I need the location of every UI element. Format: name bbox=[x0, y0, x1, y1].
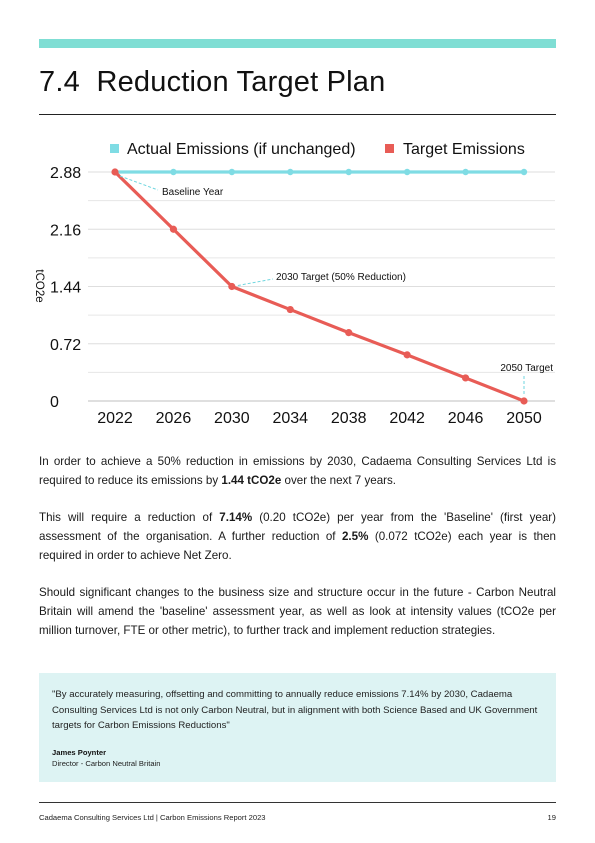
legend-swatch bbox=[110, 144, 119, 153]
y-axis-ticks: 0 0.72 1.44 2.16 2.88 bbox=[50, 165, 81, 411]
chart-series bbox=[111, 168, 528, 405]
data-point bbox=[403, 351, 411, 359]
annotation-label: 2050 Target bbox=[500, 363, 553, 374]
title-divider bbox=[39, 114, 556, 115]
x-tick-label: 2038 bbox=[331, 410, 367, 427]
data-point bbox=[286, 305, 294, 314]
p1-text-a: In order to achieve a 50% reduction in e… bbox=[39, 455, 556, 487]
x-tick-label: 2046 bbox=[448, 410, 484, 427]
footer-text: Cadaema Consulting Services Ltd | Carbon… bbox=[39, 813, 266, 822]
reduction-chart: 00.721.442.162.88 2022 2026 2030 2034 2038 20… bbox=[33, 141, 555, 427]
chart-annotations: Baseline Year 2030 Target (50% Reduction)… bbox=[119, 175, 553, 395]
x-tick-label: 2042 bbox=[389, 410, 425, 427]
annotation-leader bbox=[119, 175, 159, 191]
annotation-label: Baseline Year bbox=[162, 187, 224, 198]
x-axis-ticks: 2022 2026 2030 2034 2038 2042 2046 2050 bbox=[97, 410, 542, 427]
legend-swatch bbox=[385, 144, 394, 153]
x-tick-label: 2026 bbox=[156, 410, 192, 427]
chart-legend: Actual Emissions (if unchanged) Target Em… bbox=[110, 141, 525, 158]
p1-text-c: over the next 7 years. bbox=[281, 474, 397, 487]
data-point bbox=[520, 397, 528, 405]
quote-author-name: James Poynter bbox=[52, 748, 107, 757]
p2-text-a: This will require a reduction of bbox=[39, 511, 220, 524]
data-point bbox=[228, 282, 236, 291]
page-number: 19 bbox=[547, 813, 556, 822]
quote-box: "By accurately measuring, offsetting and… bbox=[39, 673, 556, 782]
data-point bbox=[520, 168, 528, 176]
footer-divider bbox=[39, 802, 556, 803]
annotation-label: 2030 Target (50% Reduction) bbox=[276, 272, 406, 283]
series-line bbox=[113, 170, 525, 403]
section-title: Reduction Target Plan bbox=[96, 66, 386, 98]
data-point bbox=[462, 168, 469, 176]
paragraph-1: In order to achieve a 50% reduction in e… bbox=[39, 452, 556, 490]
p2-bold-further-rate: 2.5% bbox=[341, 530, 369, 543]
p2-text-e: (0.072 tCO2e) each year is then required… bbox=[39, 530, 557, 562]
y-tick-label: 1.44 bbox=[50, 280, 81, 297]
quote-text: "By accurately measuring, offsetting and… bbox=[52, 689, 538, 731]
annotation-leader bbox=[237, 278, 274, 286]
data-point bbox=[345, 168, 352, 176]
data-point bbox=[461, 374, 470, 382]
legend-label: Target Emissions bbox=[403, 141, 525, 158]
data-point bbox=[403, 168, 411, 176]
paragraph-3: Should significant changes to the busine… bbox=[39, 586, 556, 637]
y-tick-label: 0.72 bbox=[50, 337, 81, 354]
data-point bbox=[287, 168, 294, 176]
p1-bold-value: 1.44 tCO2e bbox=[221, 474, 282, 487]
y-axis-label: tCO2e bbox=[33, 269, 45, 302]
y-tick-label: 0 bbox=[50, 394, 59, 411]
data-point bbox=[228, 168, 236, 176]
x-tick-label: 2022 bbox=[97, 410, 133, 427]
data-point bbox=[170, 168, 177, 176]
quote-author-role: Director - Carbon Neutral Britain bbox=[52, 759, 161, 768]
x-tick-label: 2030 bbox=[214, 410, 250, 427]
p2-bold-rate: 7.14% bbox=[219, 511, 253, 524]
section-number: 7.4 bbox=[39, 66, 80, 98]
page-title: 7.4 Reduction Target Plan bbox=[39, 66, 385, 99]
chart-grid bbox=[88, 171, 555, 402]
y-tick-label: 2.88 bbox=[50, 165, 81, 182]
data-point bbox=[345, 329, 353, 337]
data-point bbox=[111, 168, 119, 176]
paragraph-2: This will require a reduction of 7.14% (… bbox=[39, 508, 556, 565]
x-tick-label: 2034 bbox=[272, 410, 308, 427]
top-accent-bar bbox=[39, 39, 556, 48]
data-point bbox=[169, 225, 178, 233]
x-tick-label: 2050 bbox=[506, 410, 542, 427]
p2-text-c: (0.20 tCO2e) per year from the 'Baseline… bbox=[39, 511, 557, 543]
y-tick-label: 2.16 bbox=[50, 222, 81, 239]
legend-label: Actual Emissions (if unchanged) bbox=[127, 141, 356, 158]
